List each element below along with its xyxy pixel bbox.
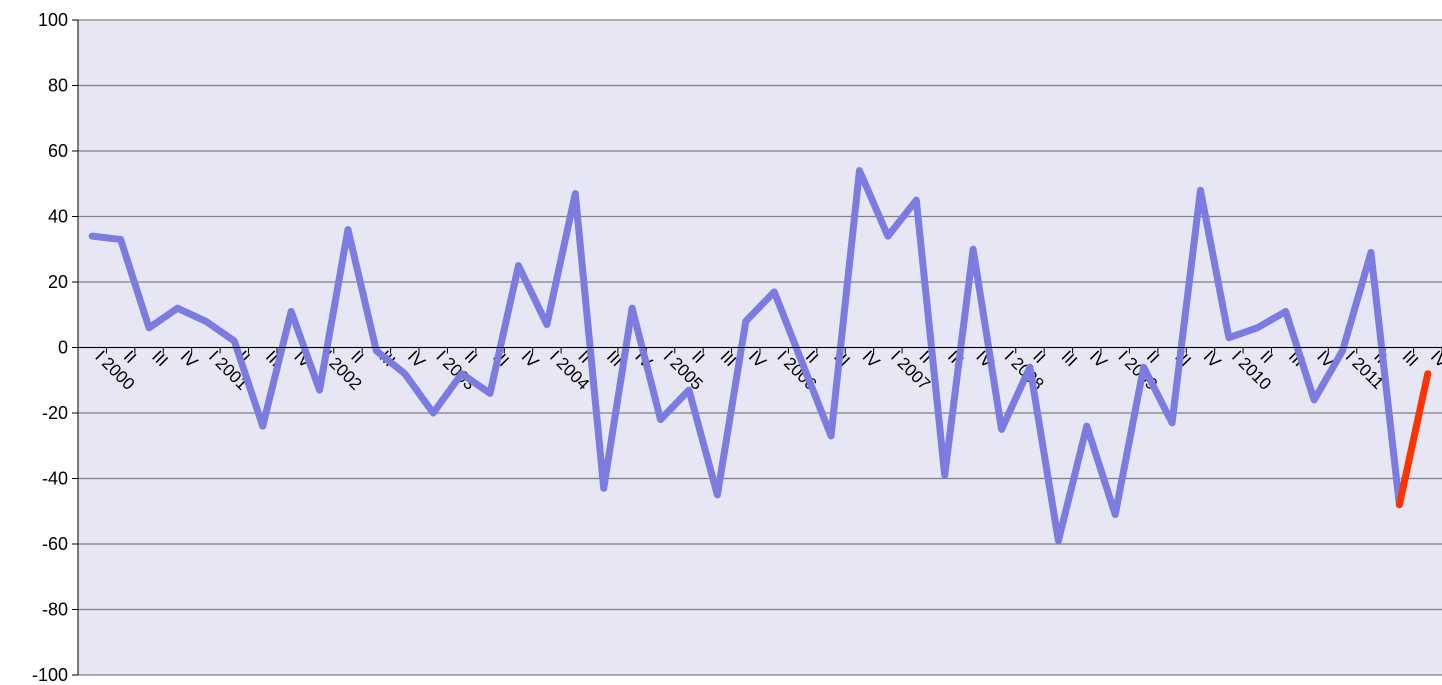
series-line-1 <box>88 167 1403 545</box>
y-tick-label: 100 <box>38 10 68 30</box>
series-lines <box>88 167 1432 545</box>
y-tick-label: 20 <box>48 272 68 292</box>
y-tick-label: 60 <box>48 141 68 161</box>
y-tick-label: 80 <box>48 76 68 96</box>
y-axis-tick-labels: 100 80 60 40 20 0 -20 -40 -60 -80 -100 <box>32 10 78 685</box>
series-line-2 <box>1395 370 1432 509</box>
y-tick-label: -40 <box>42 469 68 489</box>
y-tick-label: 0 <box>58 338 68 358</box>
y-tick-label: -60 <box>42 534 68 554</box>
y-tick-label: -20 <box>42 403 68 423</box>
y-tick-label: -100 <box>32 665 68 685</box>
y-tick-label: 40 <box>48 207 68 227</box>
y-tick-label: -80 <box>42 600 68 620</box>
gridlines <box>78 19 1442 676</box>
